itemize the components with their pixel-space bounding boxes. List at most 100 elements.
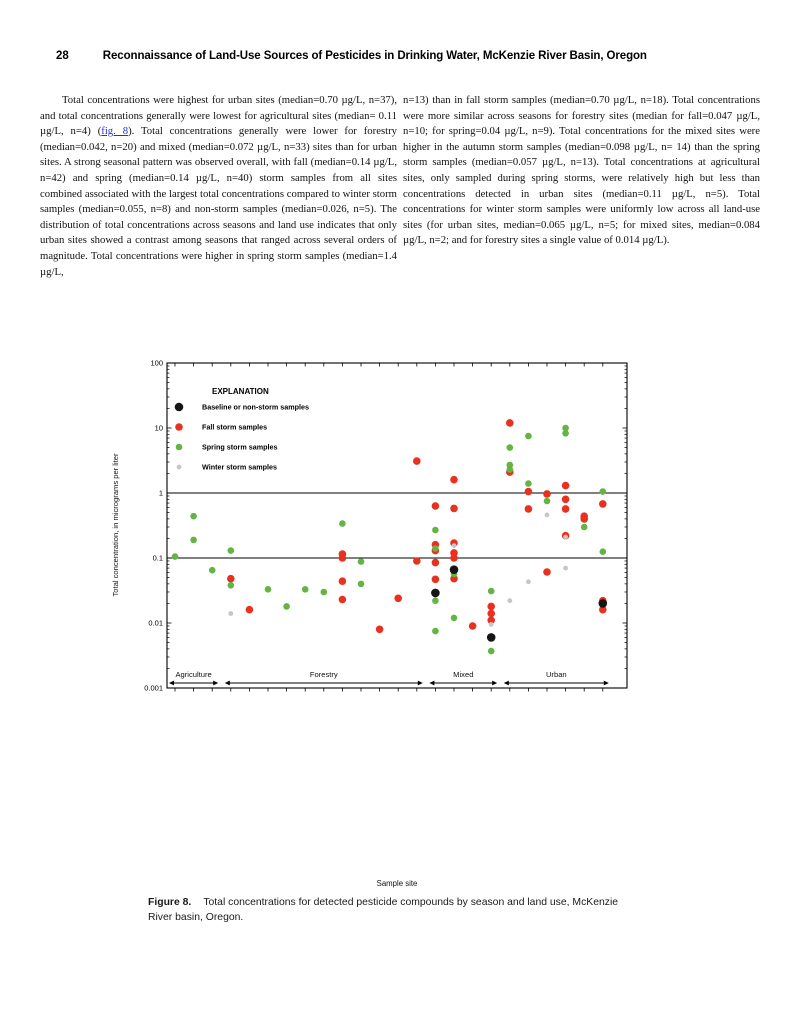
data-point [543,568,551,576]
data-point [228,611,234,616]
data-point [599,605,607,614]
data-point [450,475,458,484]
data-point [338,554,347,562]
data-point [413,457,421,465]
data-point [375,625,384,634]
page-number: 28 [56,50,69,62]
data-point [524,487,533,496]
figure-caption: Figure 8. Total concentrations for detect… [148,896,628,925]
data-point [432,526,439,534]
left-column: Total concentrations were highest for ur… [40,93,397,280]
data-point [468,622,477,630]
legend-entry-label: Winter storm samples [202,463,277,472]
legend-entry-label: Spring storm samples [202,443,278,452]
y-axis-title: Total concentration, in micrograms per l… [111,453,120,597]
arrow-head-right [492,680,498,686]
land-use-groups: Agriculture Forestry Mixed Urban [169,670,609,686]
data-point [599,548,607,555]
data-point [338,595,347,604]
data-point [487,587,495,595]
data-point [431,558,440,567]
data-point [487,602,496,611]
data-point [562,424,569,432]
y-tick-label: 0.001 [144,684,163,693]
arrow-head-right [213,680,219,686]
data-points [171,419,608,655]
data-point [190,536,197,544]
legend-marker-baseline [174,402,184,412]
plot-frame [166,362,628,689]
data-point [580,523,588,531]
data-point [432,545,439,552]
group-label: Mixed [453,670,473,679]
data-point [227,547,235,554]
y-axis: 100 10 1 0.1 0.01 0.001 [144,359,627,693]
legend-marker-spring [175,443,183,451]
data-point [563,534,568,540]
data-point [431,575,440,584]
arrow-head-left [169,680,174,686]
data-point [543,490,551,498]
data-point [413,557,421,565]
y-tick-label: 0.1 [153,554,163,563]
data-point [450,504,458,513]
data-point [599,488,607,495]
legend-marker-fall [175,423,183,431]
data-point [562,430,569,437]
data-point [338,577,347,585]
arrow-head-left [224,680,230,686]
data-point [394,594,403,603]
body-text-segment: Total concentrations were highest for ur… [40,94,397,138]
data-point [561,505,570,513]
y-tick-label: 0.01 [148,619,163,628]
data-point [264,586,272,593]
data-point [431,588,440,598]
data-point [432,597,439,604]
legend-entry-label: Baseline or non-storm samples [202,403,309,412]
data-point [301,586,309,593]
group-label: Forestry [310,670,338,679]
data-point [171,553,179,560]
arrow-head-right [417,680,423,686]
data-point [245,605,254,614]
right-column-text: n=13) than in fall storm samples (median… [403,94,760,247]
data-point [506,419,514,427]
data-point [487,609,496,618]
x-axis-title: Sample site [377,879,418,888]
data-point [432,627,439,635]
data-point [524,505,533,513]
data-point [486,633,496,642]
data-point [190,512,197,520]
header-title: Reconnaissance of Land-Use Sources of Pe… [102,50,647,62]
data-point [357,580,365,588]
arrow-head-left [429,680,435,686]
legend-entry-label: Fall storm samples [202,423,267,432]
data-point [506,444,514,451]
figure-caption-label: Figure 8. [148,897,192,908]
data-point [507,598,513,604]
figure-caption-text: Total concentrations for detected pestic… [148,897,619,923]
data-point [449,565,459,574]
data-point [451,543,457,548]
legend-marker-winter [176,464,182,470]
data-point [487,616,496,625]
data-point [227,574,235,583]
data-point [357,558,365,565]
data-point [320,588,328,596]
data-point [599,500,607,508]
data-point [487,647,495,655]
data-point [506,466,514,473]
data-point [598,599,608,608]
arrow-head-left [503,680,509,686]
data-point [450,614,458,622]
legend-title: EXPLANATION [212,387,269,396]
y-tick-label: 100 [150,359,163,368]
arrow-head-right [603,680,609,686]
data-point [525,432,532,440]
data-point [543,497,551,505]
data-point [561,481,570,490]
figure-8-link[interactable]: fig. 8 [101,125,129,138]
figure-chart: 100 10 1 0.1 0.01 0.001 Tributary to McKenzie … [111,359,628,888]
data-point [339,520,346,527]
